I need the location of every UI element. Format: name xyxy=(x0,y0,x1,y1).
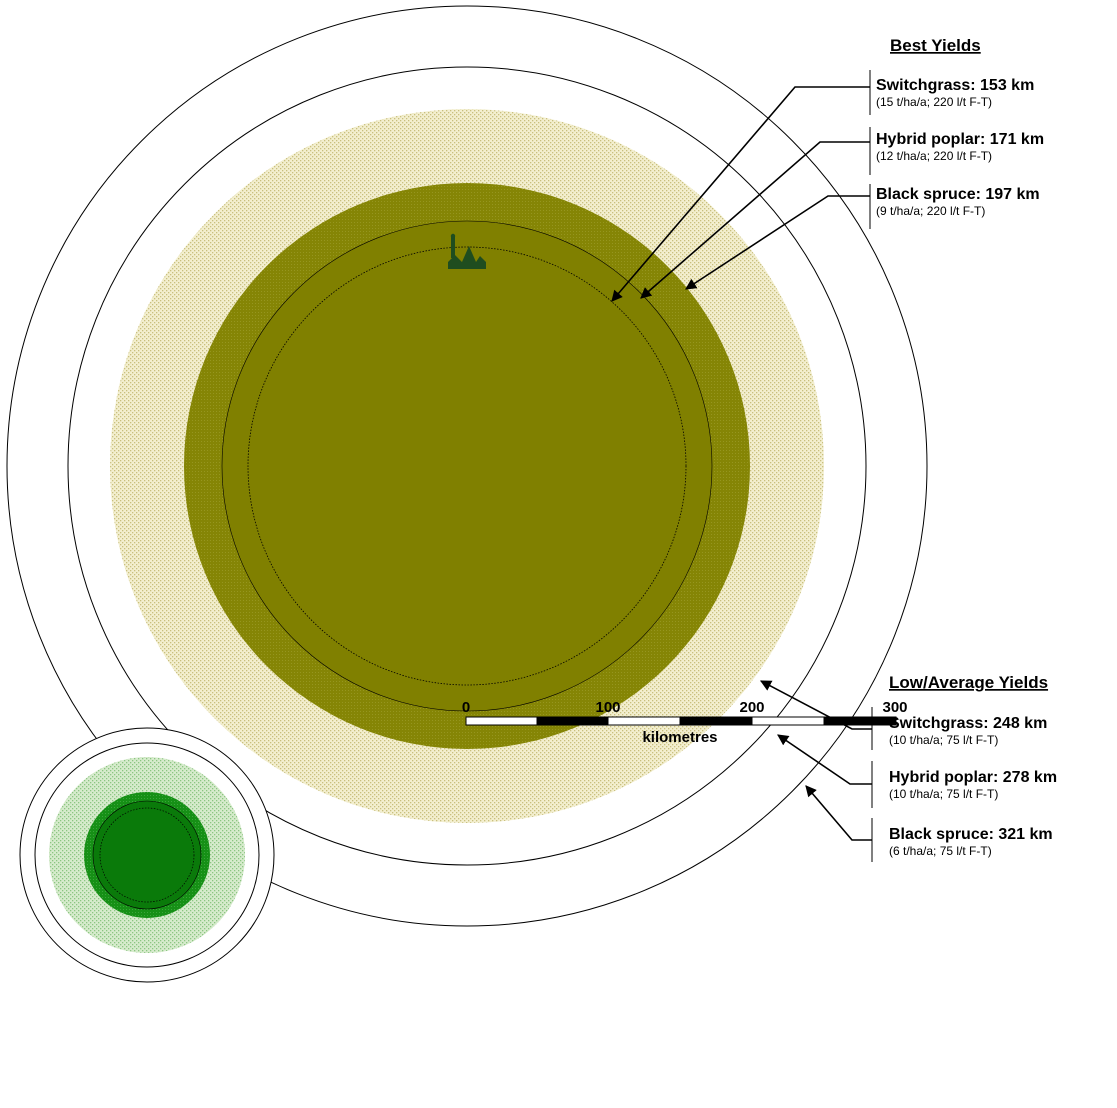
best-switchgrass-leader xyxy=(611,86,870,302)
best-black-spruce-label: Black spruce: 197 km xyxy=(876,186,1040,203)
best-black-spruce-sub: (9 t/ha/a; 220 l/t F-T) xyxy=(876,204,985,218)
best-black-spruce-leader xyxy=(685,195,870,290)
best-yields-legend: Best Yields Switchgrass: 153 km (15 t/ha… xyxy=(611,36,1044,302)
inset-ring-core xyxy=(99,807,195,903)
scale-unit-label: kilometres xyxy=(642,729,717,746)
ring-best-switchgrass xyxy=(247,246,687,686)
scale-bar: 0 100 200 300 kilometres xyxy=(462,699,908,746)
best-hybrid-poplar-label: Hybrid poplar: 171 km xyxy=(876,131,1044,148)
best-switchgrass-label: Switchgrass: 153 km xyxy=(876,77,1034,94)
low-yields-title: Low/Average Yields xyxy=(889,673,1048,692)
best-switchgrass-sub: (15 t/ha/a; 220 l/t F-T) xyxy=(876,95,992,109)
best-hybrid-poplar-sub: (12 t/ha/a; 220 l/t F-T) xyxy=(876,149,992,163)
low-black-spruce-sub: (6 t/ha/a; 75 l/t F-T) xyxy=(889,844,992,858)
low-hybrid-poplar-leader xyxy=(777,734,872,785)
factory-icon xyxy=(448,233,486,269)
scale-tick-0: 0 xyxy=(462,699,470,716)
scale-tick-100: 100 xyxy=(595,699,620,716)
scale-tick-200: 200 xyxy=(739,699,764,716)
main-radius-diagram xyxy=(6,5,928,927)
best-hybrid-poplar-leader xyxy=(640,141,870,299)
scale-tick-300: 300 xyxy=(882,699,907,716)
low-black-spruce-label: Black spruce: 321 km xyxy=(889,826,1053,843)
low-switchgrass-leader xyxy=(760,680,872,730)
low-switchgrass-label: Switchgrass: 248 km xyxy=(889,715,1047,732)
low-black-spruce-leader xyxy=(805,785,872,841)
low-hybrid-poplar-label: Hybrid poplar: 278 km xyxy=(889,769,1057,786)
low-hybrid-poplar-sub: (10 t/ha/a; 75 l/t F-T) xyxy=(889,787,998,801)
low-switchgrass-sub: (10 t/ha/a; 75 l/t F-T) xyxy=(889,733,998,747)
low-yields-legend: Low/Average Yields Switchgrass: 248 km (… xyxy=(760,673,1057,862)
inset-radius-diagram xyxy=(19,727,275,983)
best-yields-title: Best Yields xyxy=(890,36,981,55)
